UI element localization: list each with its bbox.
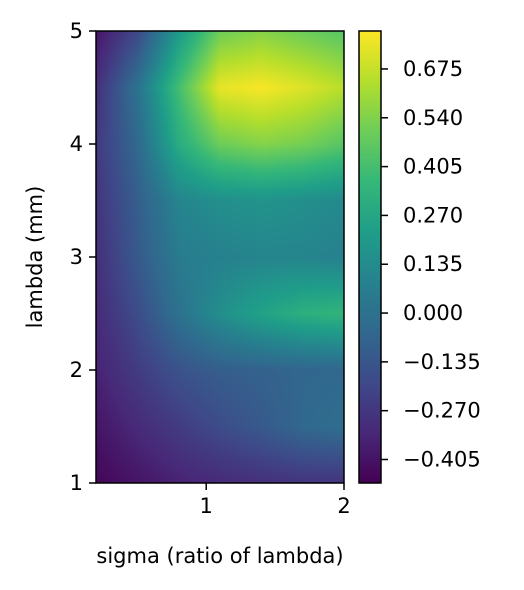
x-axis-label: sigma (ratio of lambda): [96, 544, 343, 568]
colorbar-tick-label: −0.135: [403, 350, 481, 374]
y-tick-label: 2: [70, 358, 83, 382]
y-tick-label: 4: [70, 132, 83, 156]
y-tick-label: 3: [70, 245, 83, 269]
y-tick-label: 5: [70, 19, 83, 43]
colorbar-tick-label: 0.135: [403, 252, 463, 276]
x-tick-label: 2: [337, 494, 350, 518]
colorbar-tick-label: 0.270: [403, 203, 463, 227]
colorbar-tick-label: 0.000: [403, 301, 463, 325]
y-tick-label: 1: [70, 471, 83, 495]
heatmap-image: [96, 31, 344, 483]
colorbar-gradient: [359, 31, 381, 483]
colorbar: 0.675 0.540 0.405 0.270 0.135 0.000 −0.135 −0.2…: [359, 31, 481, 483]
colorbar-tick-label: −0.270: [403, 399, 481, 423]
colorbar-tick-label: 0.675: [403, 57, 463, 81]
plot-area: 1 2 1 2 3 4 5: [70, 19, 351, 518]
x-tick-label: 1: [200, 494, 213, 518]
y-axis-label: lambda (mm): [23, 186, 47, 329]
colorbar-tick-label: 0.405: [403, 155, 463, 179]
colorbar-tick-label: 0.540: [403, 106, 463, 130]
colorbar-tick-label: −0.405: [403, 447, 481, 471]
